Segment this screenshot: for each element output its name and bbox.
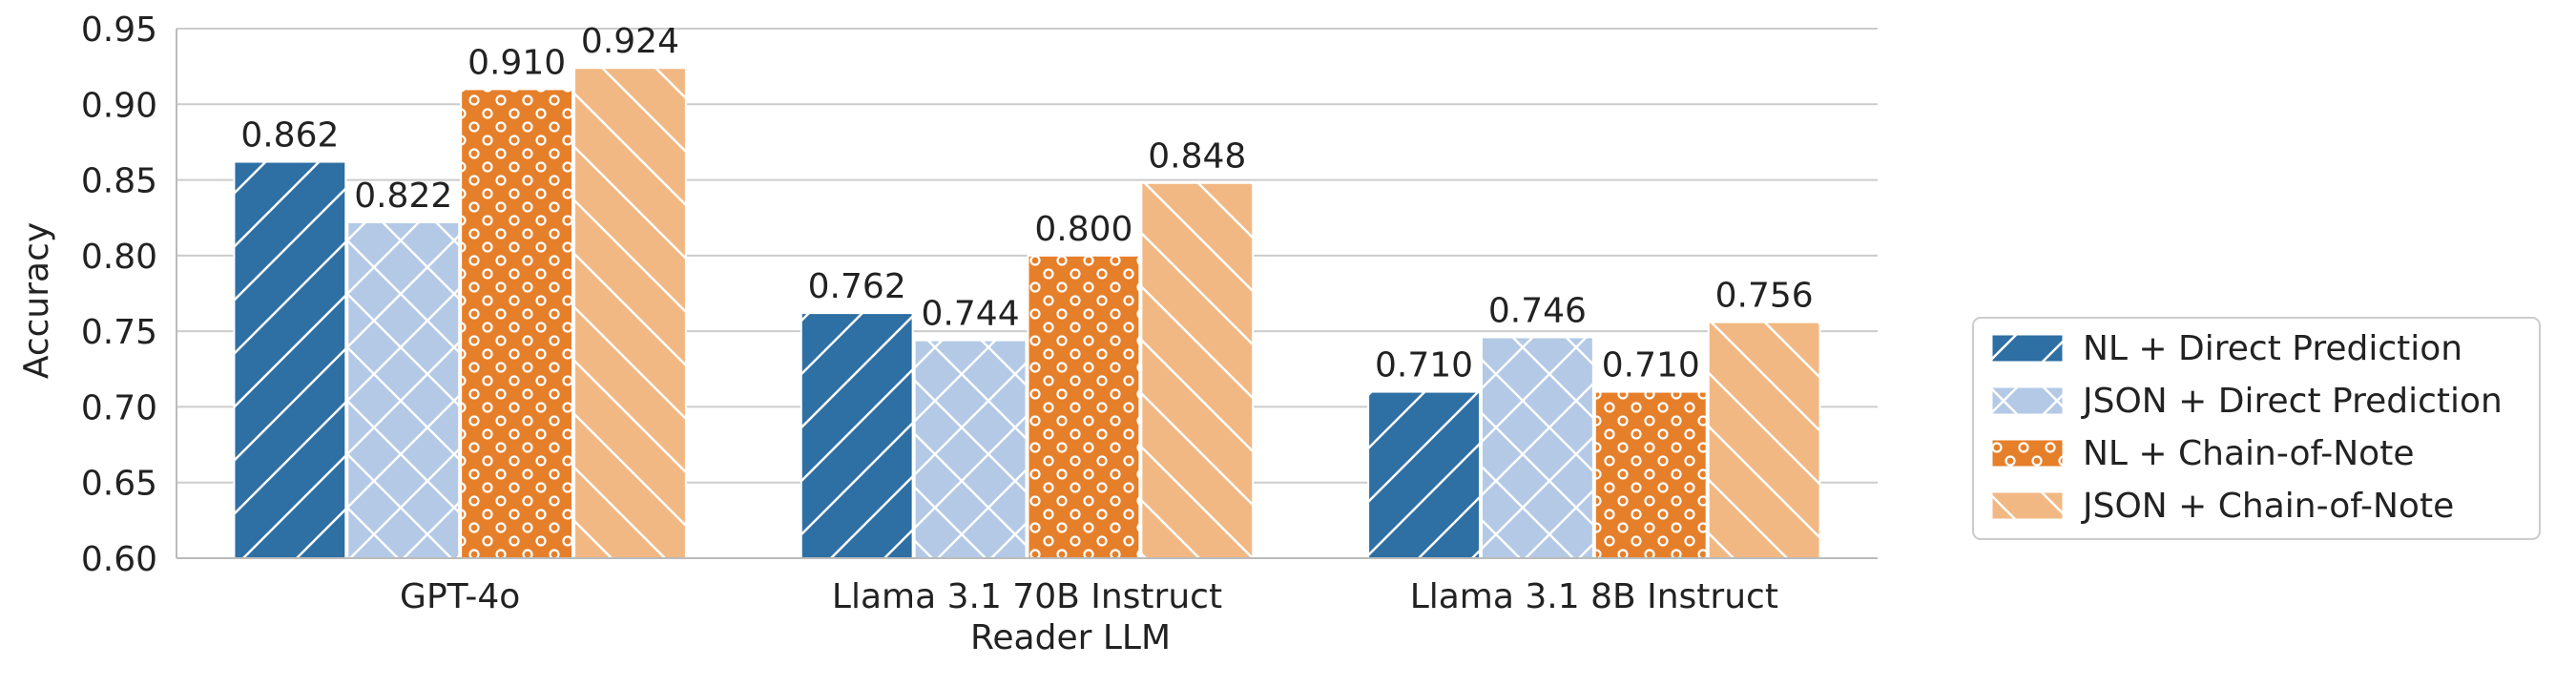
legend-label: NL + Direct Prediction: [2083, 329, 2462, 368]
y-tick-label: 0.85: [81, 162, 157, 201]
y-tick-label: 0.65: [81, 465, 157, 504]
y-tick-label: 0.90: [81, 86, 157, 125]
bar-value-label: 0.910: [467, 43, 566, 82]
bar: [1367, 390, 1481, 560]
x-tick-label: Llama 3.1 8B Instruct: [1410, 577, 1778, 616]
x-axis-label: Reader LLM: [970, 618, 1171, 657]
bar: [460, 88, 574, 560]
bar-value-label: 0.756: [1715, 277, 1814, 316]
bar-value-label: 0.924: [581, 22, 679, 61]
y-tick-label: 0.60: [81, 540, 157, 579]
bar: [1593, 390, 1708, 560]
bar: [1140, 181, 1255, 559]
bar-value-label: 0.744: [922, 295, 1020, 334]
x-tick-label: GPT-4o: [400, 577, 520, 616]
y-tick-label: 0.80: [81, 238, 157, 277]
bar: [1027, 254, 1141, 559]
y-axis-label: Accuracy: [17, 222, 56, 379]
bar-value-label: 0.762: [808, 267, 906, 306]
bar-value-label: 0.800: [1034, 210, 1132, 249]
bar-value-label: 0.710: [1375, 346, 1473, 385]
legend: NL + Direct Prediction JSON + Direct Pred…: [1972, 317, 2541, 540]
bar-value-label: 0.822: [354, 177, 452, 216]
bar-value-labels: 0.862 0.822 0.910 0.924 0.762 0.744 0.800 0.848…: [240, 22, 1813, 385]
bar: [800, 312, 914, 559]
x-axis-ticks: GPT-4o Llama 3.1 70B Instruct Llama 3.1 8B…: [400, 577, 1778, 616]
legend-swatch: [1991, 386, 2064, 415]
legend-swatch: [1991, 439, 2064, 468]
x-tick-label: Llama 3.1 70B Instruct: [832, 577, 1222, 616]
legend-label: JSON + Chain-of-Note: [2081, 487, 2454, 526]
y-tick-label: 0.75: [81, 313, 157, 352]
legend-label: JSON + Direct Prediction: [2081, 382, 2503, 421]
bar: [1480, 336, 1594, 559]
bar-value-label: 0.848: [1148, 137, 1246, 177]
legend-swatch: [1991, 334, 2064, 363]
bars: [233, 67, 1821, 560]
legend-frame: [1972, 317, 2541, 540]
bar: [346, 220, 461, 559]
y-tick-label: 0.95: [81, 10, 157, 50]
bar-value-label: 0.710: [1602, 346, 1700, 385]
y-axis-ticks: 0.60 0.65 0.70 0.75 0.80 0.85 0.90 0.95: [81, 10, 157, 579]
legend-swatch: [1991, 491, 2064, 520]
bar: [1707, 321, 1821, 559]
bar-value-label: 0.862: [240, 116, 339, 156]
bar: [913, 339, 1028, 559]
y-tick-label: 0.70: [81, 388, 157, 427]
bar: [233, 160, 347, 560]
bar: [573, 67, 687, 559]
bar-value-label: 0.746: [1488, 291, 1587, 330]
legend-label: NL + Chain-of-Note: [2083, 434, 2414, 473]
